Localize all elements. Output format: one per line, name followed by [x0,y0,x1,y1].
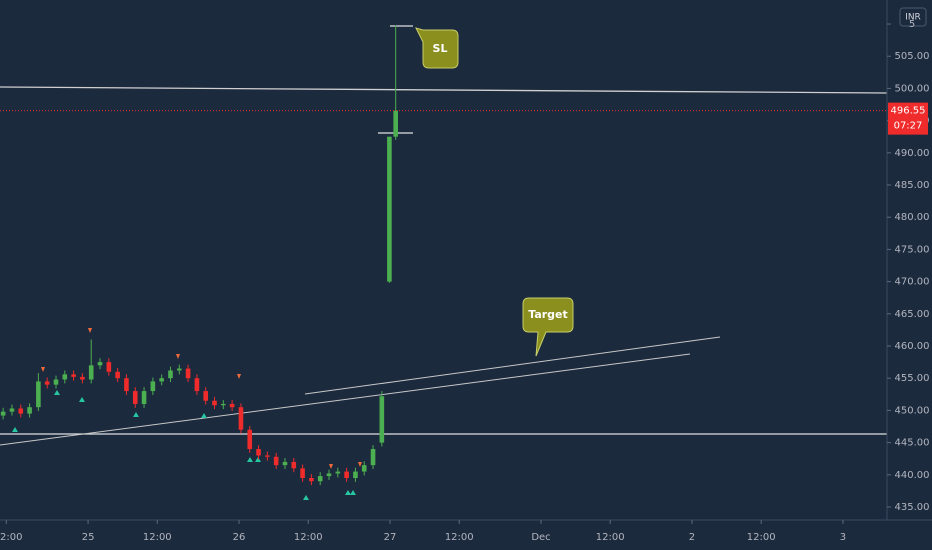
y-tick-label: 470.00 [895,277,930,288]
last-price-time: 07:27 [894,121,923,132]
candle-body [44,381,50,385]
last-price-label: 496.55 [891,106,926,117]
y-tick-label: 460.00 [895,341,930,352]
drawings [0,25,888,446]
sl-callout: SL [415,27,459,69]
resistance-line [0,86,888,94]
candle-body [317,476,323,482]
y-tick-label: 455.00 [895,373,930,384]
y-tick-label: 5 [909,19,915,30]
y-tick-label: 490.00 [895,148,930,159]
y-tick-label: 505.00 [895,51,930,62]
candle-body [36,381,41,408]
y-tick-label: 500.00 [895,83,930,94]
y-tick-label: 445.00 [895,438,930,449]
candle-body [62,374,68,380]
candle-body [387,136,392,282]
candle-body [115,371,120,379]
candle-body [106,362,112,372]
y-tick-label: 450.00 [895,405,930,416]
currency-badge [899,7,927,27]
last-price-box [888,102,928,135]
x-tick-label: 12:00 [445,532,474,543]
candle-body [300,468,305,479]
callout-text: Target [528,308,568,321]
x-tick-label: 12:00 [294,532,323,543]
y-tick-label: 435.00 [895,502,930,513]
candle-body [221,403,226,406]
target-callout: Target [522,297,574,357]
candle-body [132,391,138,404]
channel-line [304,336,721,395]
candle-body [370,449,376,466]
x-tick-label: 12:00 [747,532,776,543]
x-tick-label: Dec [531,532,550,543]
y-tick-label: 480.00 [895,212,930,223]
y-tick-label: 475.00 [895,244,930,255]
candle-body [326,473,332,477]
candle-body [256,449,261,456]
candle-body [265,455,270,457]
candle-body [282,461,288,466]
candle-body [71,374,76,377]
candle-body [97,362,103,366]
candle-body [124,378,129,392]
candle-body [393,110,398,137]
candle-body [176,368,182,371]
candle-body [361,465,367,472]
callout-text: SL [433,42,448,55]
x-tick-label: 26 [233,532,246,543]
y-tick-label: 465.00 [895,309,930,320]
candle-body [229,403,235,408]
trend-line [0,353,691,446]
candle-body [247,429,253,450]
candle-body [9,408,15,412]
x-tick-label: 2:00 [0,532,22,543]
callout-box [415,27,459,69]
x-tick-label: 27 [384,532,397,543]
x-tick-label: 3 [840,532,846,543]
candle-body [159,378,164,382]
candle-body [53,379,59,385]
candle-body [335,471,341,474]
candle-body [344,471,349,479]
candle-body [0,411,6,416]
candle-body [168,370,173,379]
candle-body [194,378,200,392]
x-tick-label: 25 [82,532,95,543]
candle-body [309,478,314,482]
candle-body [273,456,279,466]
candle-body [353,471,358,479]
callout-box [522,297,574,357]
candle-body [203,391,209,401]
candle-body [291,461,297,469]
y-tick-label: 440.00 [895,470,930,481]
candle-body [212,400,217,406]
currency: INR [905,13,921,23]
x-tick-label: 2 [689,532,695,543]
candle-body [18,408,24,414]
candle-body [80,376,85,380]
y-tick-label: 485.00 [895,180,930,191]
candle-body [238,407,244,430]
x-tick-label: 12:00 [596,532,625,543]
x-tick-label: 12:00 [143,532,172,543]
candle-body [379,396,385,443]
candle-body [141,391,147,404]
candle-body [27,407,32,414]
candle-body [185,368,191,379]
candle-body [88,365,94,380]
candle-body [150,381,156,392]
